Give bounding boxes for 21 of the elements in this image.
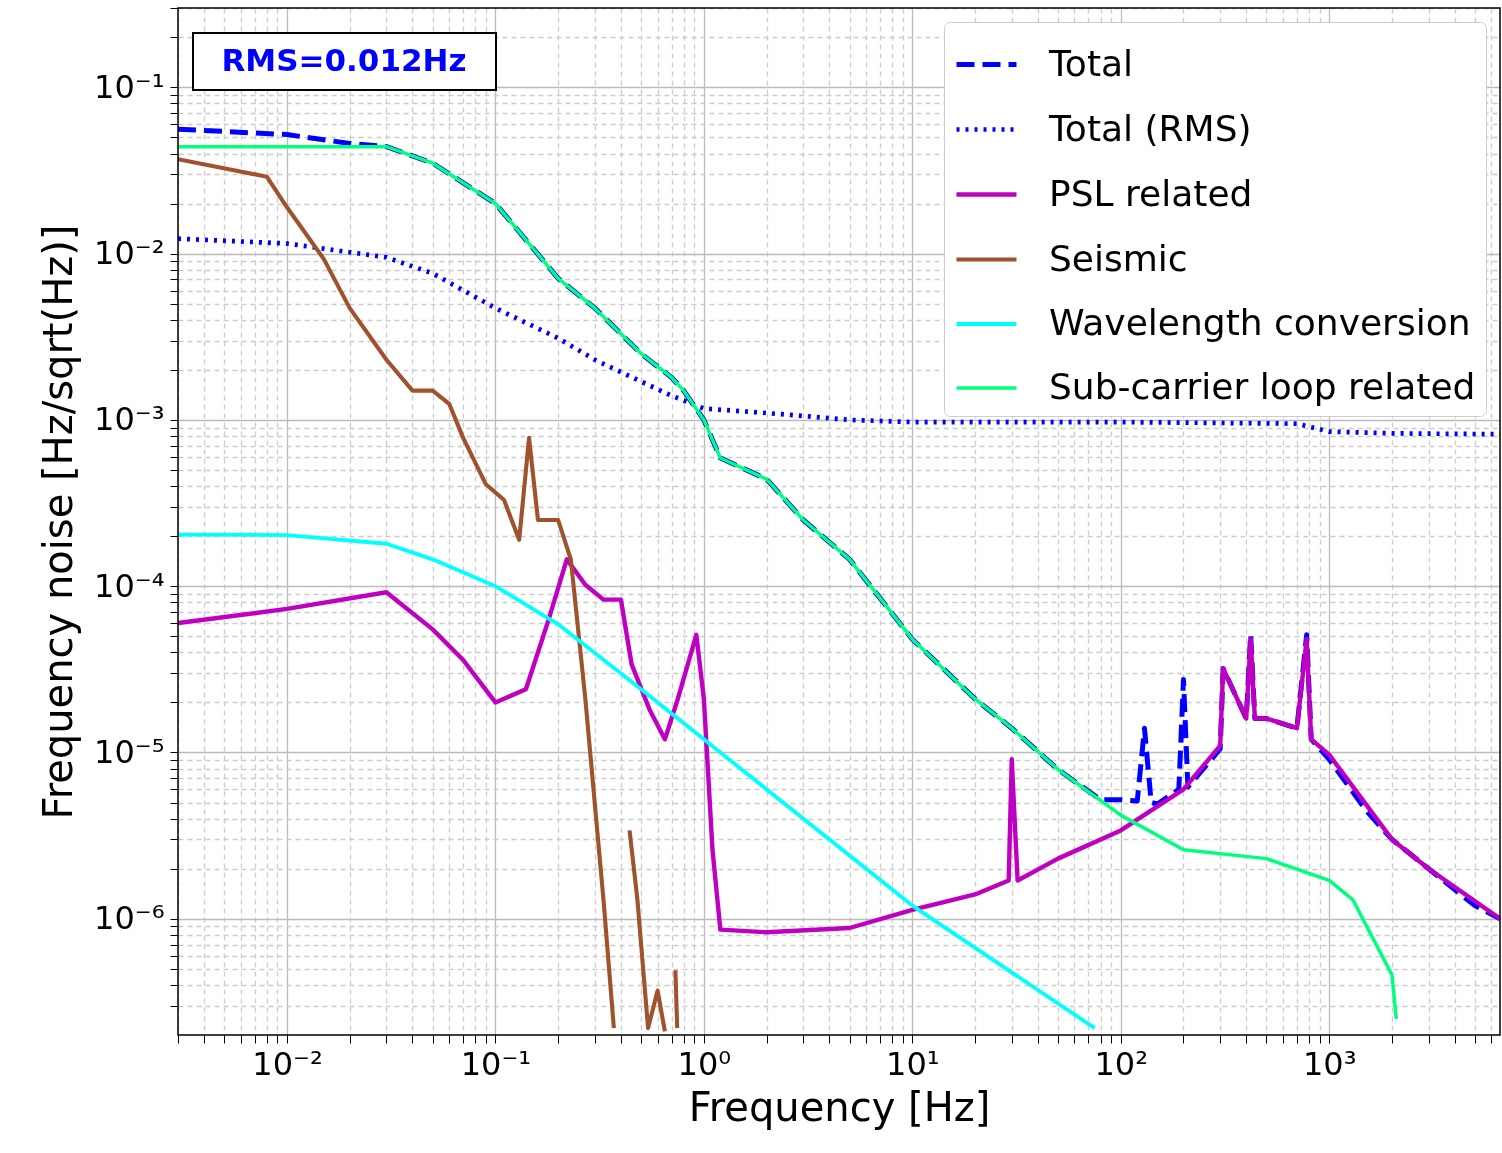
legend-label: Total [1048, 42, 1134, 84]
legend-label: Sub-carrier loop related [1049, 366, 1476, 407]
x-tick-label: 10³ [1302, 1044, 1357, 1083]
y-axis-title: Frequency noise [Hz/sqrt(Hz)] [35, 224, 82, 820]
x-tick-label: 10⁻¹ [460, 1044, 532, 1083]
x-tick-label: 10⁰ [677, 1044, 732, 1083]
y-tick-label: 10⁻² [94, 234, 165, 273]
annotation: RMS=0.012Hz [221, 42, 467, 78]
y-tick-label: 10⁻⁵ [94, 732, 165, 771]
legend-label: PSL related [1049, 172, 1253, 214]
x-tick-label: 10² [1094, 1044, 1149, 1083]
y-tick-label: 10⁻¹ [94, 67, 165, 106]
x-tick-label: 10¹ [886, 1044, 940, 1083]
legend-label: Wavelength conversion [1049, 302, 1471, 343]
y-tick-label: 10⁻⁶ [94, 899, 165, 938]
legend-label: Total (RMS) [1048, 107, 1252, 149]
x-tick-label: 10⁻² [252, 1044, 323, 1083]
legend-label: Seismic [1049, 237, 1188, 279]
y-tick-label: 10⁻³ [94, 400, 165, 439]
y-tick-label: 10⁻⁴ [94, 566, 165, 605]
x-axis-title: Frequency [Hz] [688, 1083, 991, 1130]
